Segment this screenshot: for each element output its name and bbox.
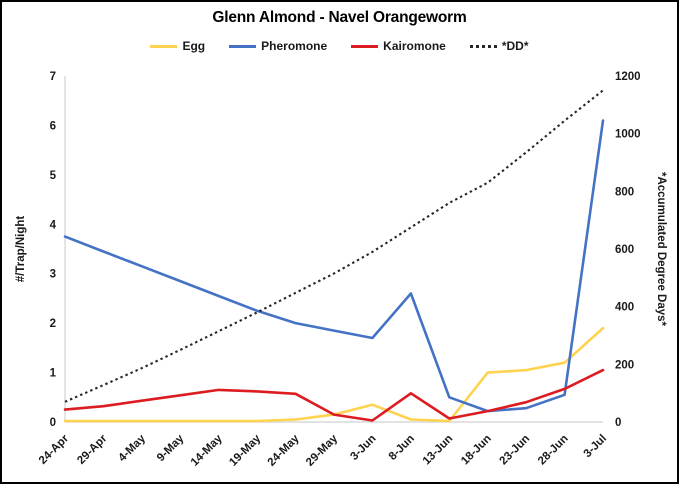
right-axis-tick-label: 0	[615, 417, 621, 429]
right-axis-tick-label: 800	[615, 186, 634, 198]
right-axis-title: *Accumulated Degree Days*	[655, 172, 667, 327]
x-axis-tick-label: 23-Jun	[498, 433, 533, 468]
x-axis-tick-label: 9-May	[155, 432, 187, 464]
x-axis-tick-label: 18-Jun	[459, 433, 494, 468]
x-axis-tick-label: 19-May	[227, 432, 263, 468]
dd-legend-swatch	[469, 44, 497, 48]
right-axis-tick-label: 400	[615, 302, 634, 314]
legend-label: Kairomone	[383, 39, 446, 53]
egg-series-line	[63, 326, 605, 423]
left-axis-tick-label: 4	[50, 219, 57, 231]
x-axis-tick-label: 13-Jun	[421, 433, 456, 468]
x-axis-tick-label: 8-Jun	[387, 433, 417, 463]
x-axis-tick-label: 4-May	[116, 432, 148, 464]
kairomone-legend-swatch	[351, 44, 379, 48]
egg-legend-swatch	[150, 44, 178, 48]
pheromone-series-line	[63, 119, 605, 413]
x-axis-tick-label: 3-Jul	[582, 433, 609, 460]
left-axis-title: #/Trap/Night	[15, 216, 27, 283]
x-axis-tick-label: 24-Apr	[37, 432, 72, 467]
legend-item-dd: *DD*	[469, 39, 529, 53]
left-axis-tick-label: 3	[50, 269, 56, 281]
kairomone-series-line	[63, 368, 605, 422]
dd-series-line	[64, 89, 604, 403]
left-axis-tick-label: 6	[50, 120, 56, 132]
left-axis-tick-label: 7	[50, 71, 56, 83]
x-axis-tick-label: 29-May	[304, 432, 340, 468]
legend-item-pheromone: Pheromone	[229, 39, 327, 53]
x-axis-tick-label: 14-May	[189, 432, 225, 468]
left-axis-tick-label: 1	[50, 368, 57, 380]
pheromone-legend-swatch	[229, 44, 257, 48]
legend-item-egg: Egg	[150, 39, 205, 53]
right-axis-tick-label: 600	[615, 244, 634, 256]
x-axis-tick-label: 3-Jun	[348, 433, 378, 463]
legend-item-kairomone: Kairomone	[351, 39, 446, 53]
left-axis-tick-label: 2	[50, 318, 56, 330]
legend-label: Egg	[182, 39, 206, 53]
legend-label: Pheromone	[261, 39, 328, 53]
chart-legend: Egg Pheromone Kairomone *DD*	[2, 39, 677, 53]
left-axis-tick-label: 0	[50, 417, 56, 429]
right-axis-tick-label: 1200	[615, 71, 641, 83]
right-axis-tick-label: 200	[615, 359, 634, 371]
x-axis-tick-label: 24-May	[266, 432, 302, 468]
chart-title: Glenn Almond - Navel Orangeworm	[212, 9, 467, 26]
x-axis-tick-label: 29-Apr	[75, 432, 110, 467]
right-axis-tick-label: 1000	[615, 129, 641, 141]
left-axis-tick-label: 5	[50, 170, 57, 182]
legend-label: *DD*	[501, 39, 529, 53]
x-axis-tick-label: 28-Jun	[536, 433, 571, 468]
